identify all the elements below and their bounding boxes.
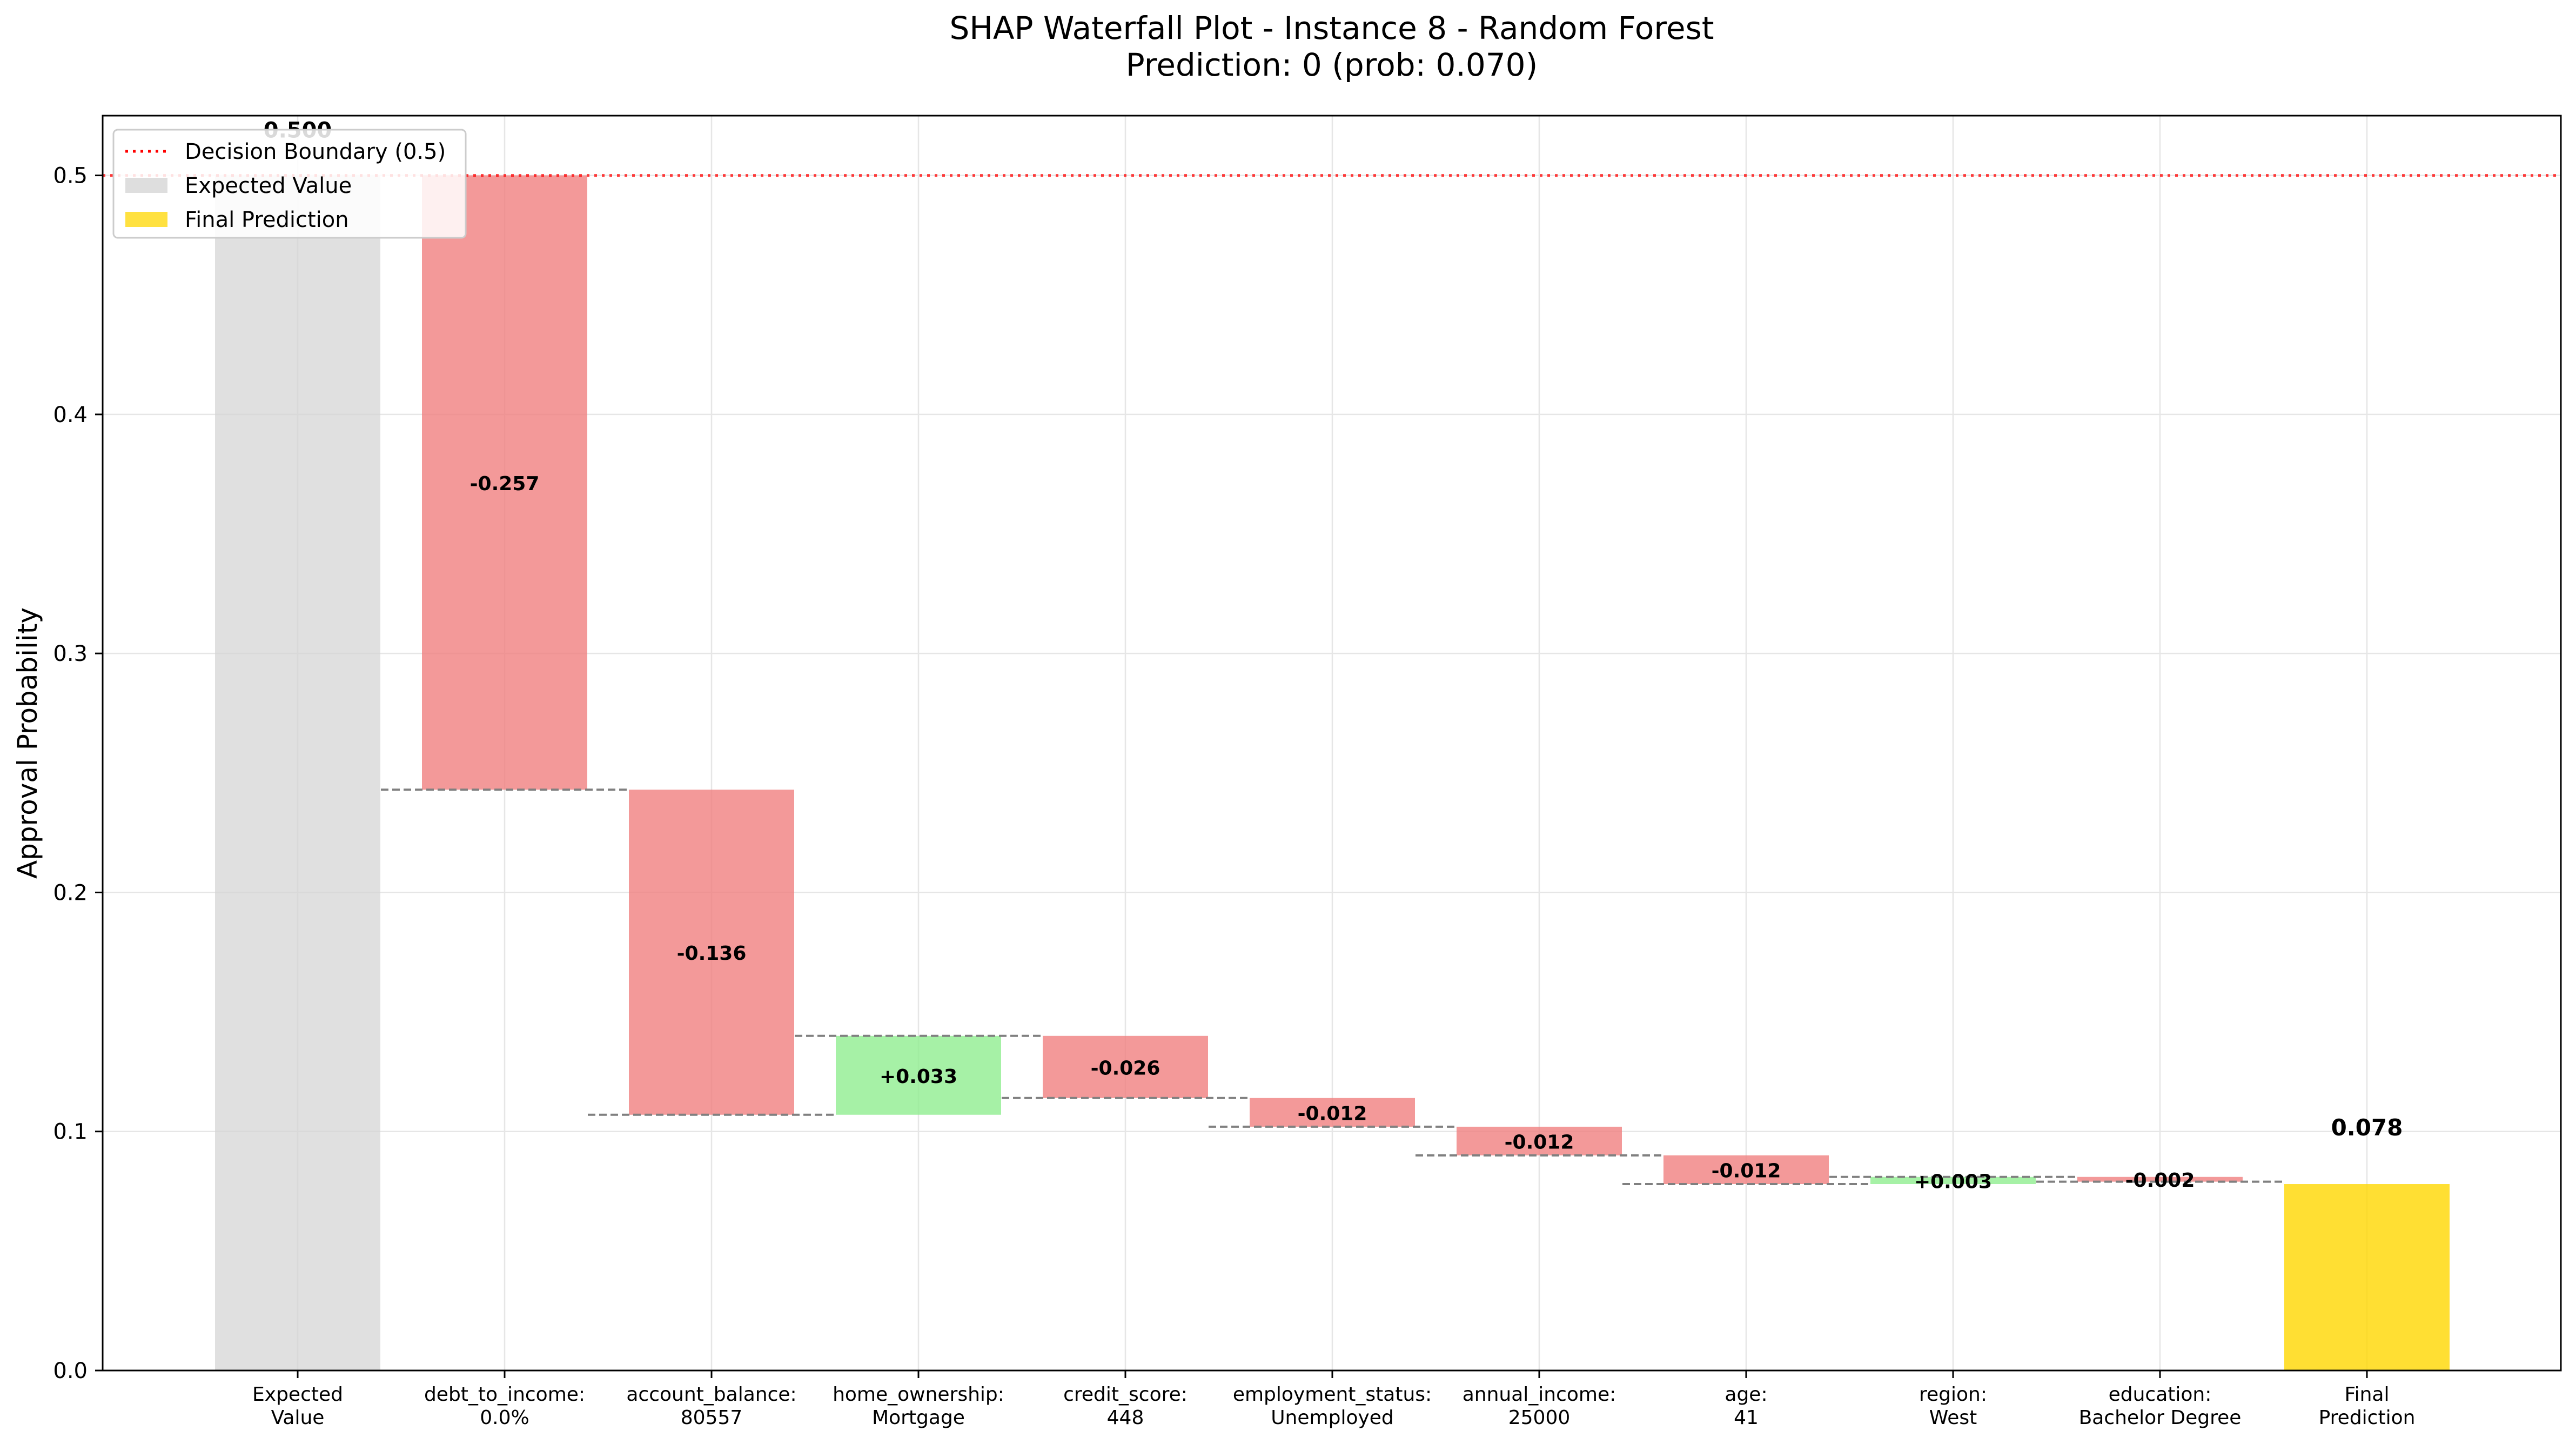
bar-contribution bbox=[1870, 1176, 2036, 1185]
bar-contribution bbox=[422, 175, 587, 790]
value-label-contribution: -0.136 bbox=[677, 942, 747, 965]
chart-subtitle: Prediction: 0 (prob: 0.070) bbox=[1126, 46, 1538, 83]
y-tick-label: 0.5 bbox=[53, 164, 88, 189]
x-tick-label: Prediction bbox=[2319, 1407, 2416, 1429]
x-tick-label: home_ownership: bbox=[833, 1383, 1004, 1406]
legend-swatch-patch bbox=[125, 178, 167, 193]
bar-contribution bbox=[836, 1035, 1001, 1115]
y-tick-label: 0.2 bbox=[53, 880, 88, 905]
y-tick-label: 0.0 bbox=[53, 1359, 88, 1383]
y-tick-label: 0.4 bbox=[53, 403, 88, 427]
value-label-contribution: -0.026 bbox=[1091, 1057, 1160, 1079]
x-tick-label: debt_to_income: bbox=[424, 1383, 585, 1406]
bar-expected-value bbox=[215, 175, 380, 1371]
value-label-final: 0.078 bbox=[2331, 1114, 2403, 1141]
x-tick-label: 448 bbox=[1107, 1407, 1144, 1429]
x-tick-label: annual_income: bbox=[1463, 1383, 1616, 1406]
bars bbox=[215, 175, 2450, 1371]
value-label-contribution: -0.012 bbox=[1505, 1131, 1574, 1153]
bar-contribution bbox=[1043, 1035, 1208, 1098]
bar-contribution bbox=[1457, 1126, 1622, 1155]
y-axis-label: Approval Probability bbox=[12, 607, 43, 879]
chart-title: SHAP Waterfall Plot - Instance 8 - Rando… bbox=[949, 10, 1714, 46]
legend-box bbox=[112, 129, 467, 239]
x-tick-label: Expected bbox=[252, 1383, 343, 1406]
x-tick-label: West bbox=[1929, 1407, 1977, 1429]
bar-contribution bbox=[1663, 1155, 1829, 1185]
y-tick-label: 0.3 bbox=[53, 641, 88, 666]
bar-contribution bbox=[2077, 1176, 2243, 1182]
x-tick-label: region: bbox=[1919, 1383, 1987, 1406]
legend-label: Final Prediction bbox=[185, 208, 349, 232]
bar-final-prediction bbox=[2284, 1184, 2450, 1371]
x-tick-label: education: bbox=[2109, 1383, 2212, 1406]
x-tick-label: 41 bbox=[1734, 1407, 1759, 1429]
bar-contribution bbox=[629, 790, 794, 1115]
x-tick-label: 0.0% bbox=[480, 1407, 529, 1429]
x-tick-label: Bachelor Degree bbox=[2079, 1407, 2242, 1429]
value-label-contribution: -0.012 bbox=[1712, 1160, 1781, 1182]
x-tick-label: credit_score: bbox=[1063, 1383, 1188, 1406]
value-label-contribution: -0.012 bbox=[1298, 1102, 1367, 1125]
x-tick-label: employment_status: bbox=[1233, 1383, 1432, 1406]
x-tick-label: Mortgage bbox=[872, 1407, 965, 1429]
x-tick-label: Value bbox=[271, 1407, 325, 1429]
legend-label: Decision Boundary (0.5) bbox=[185, 139, 446, 164]
legend-label: Expected Value bbox=[185, 173, 352, 198]
x-tick-label: Final bbox=[2345, 1383, 2390, 1406]
x-tick-label: age: bbox=[1725, 1383, 1767, 1406]
x-tick-label: account_balance: bbox=[626, 1383, 796, 1406]
bar-contribution bbox=[1250, 1098, 1415, 1127]
value-label-contribution: +0.003 bbox=[1914, 1171, 1992, 1193]
value-label-contribution: -0.257 bbox=[470, 473, 540, 495]
legend-swatch-patch bbox=[125, 212, 167, 227]
value-label-contribution: -0.002 bbox=[2125, 1169, 2195, 1192]
y-tick-label: 0.1 bbox=[53, 1120, 88, 1145]
value-label-contribution: +0.033 bbox=[880, 1066, 957, 1088]
x-tick-label: 25000 bbox=[1508, 1407, 1571, 1429]
x-tick-label: 80557 bbox=[681, 1407, 743, 1429]
connectors bbox=[381, 788, 2284, 1186]
x-tick-label: Unemployed bbox=[1271, 1407, 1394, 1429]
legend: Decision Boundary (0.5) Expected Value Fin… bbox=[112, 129, 467, 239]
